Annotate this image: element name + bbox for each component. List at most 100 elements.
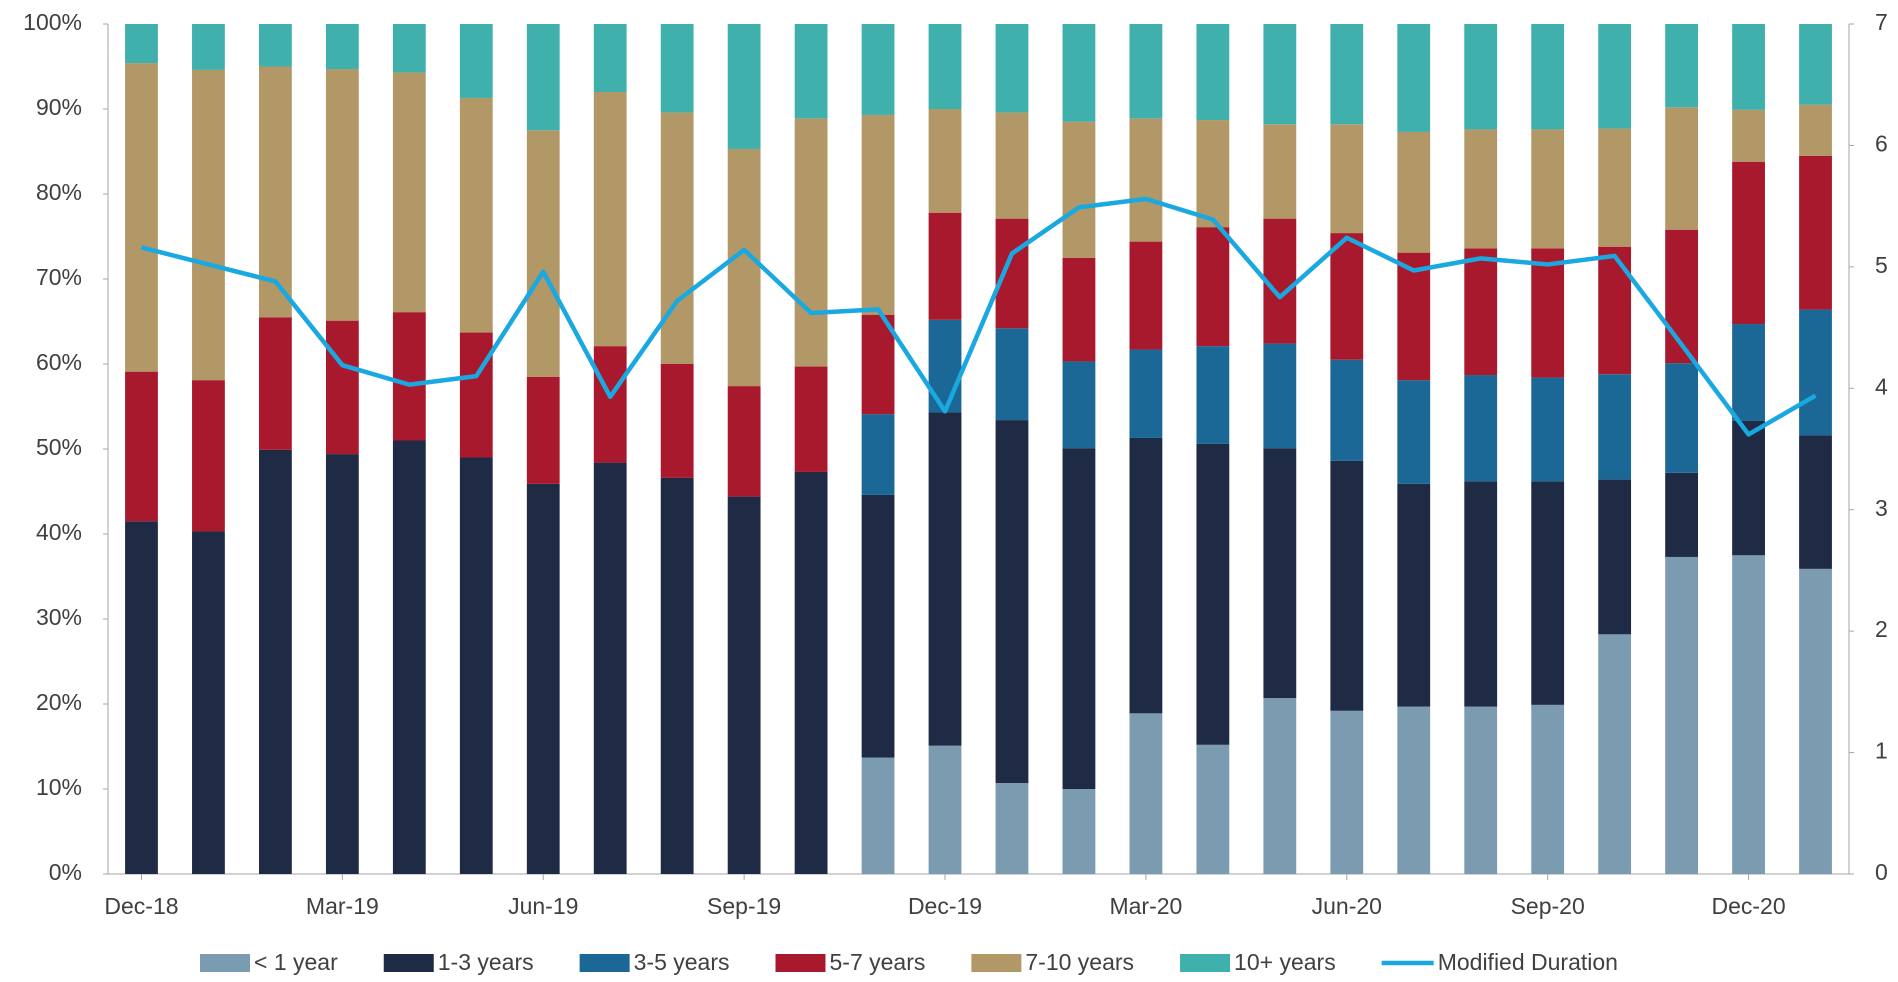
duration-line <box>140 196 1817 437</box>
bar-segment <box>1263 343 1297 449</box>
bar-segment <box>861 24 895 115</box>
y2-tick-label: 5 <box>1875 252 1888 278</box>
bar-segment <box>125 521 158 874</box>
legend-label: 1-3 years <box>438 949 534 975</box>
bar-segment <box>1732 109 1765 162</box>
bar-segment <box>1062 24 1096 122</box>
bar-segment <box>1062 789 1096 874</box>
bar-segment <box>928 212 962 320</box>
bar-segment <box>192 69 225 381</box>
bar-segment <box>125 24 158 64</box>
bar-segment <box>1464 375 1498 482</box>
bar-segment <box>258 449 292 874</box>
bar-segment <box>1263 24 1297 125</box>
bar-segment <box>1263 124 1297 219</box>
bar-segment <box>526 376 560 484</box>
bar-segment <box>995 112 1029 219</box>
bar-segment <box>593 24 627 92</box>
bar-segment <box>459 457 493 874</box>
y2-tick-label: 6 <box>1875 131 1888 157</box>
bar-segment <box>1464 129 1498 249</box>
bar-segment <box>192 531 225 874</box>
legend-swatch <box>579 954 630 972</box>
bar-segment <box>325 69 359 321</box>
y-tick-label: 70% <box>36 264 82 290</box>
bar-segment <box>1665 107 1699 230</box>
x-tick-label: Jun-20 <box>1312 893 1382 919</box>
bar-segment <box>1732 161 1765 325</box>
legend-label: 7-10 years <box>1025 949 1134 975</box>
bar-segment <box>1129 24 1163 119</box>
y-tick-label: 50% <box>36 434 82 460</box>
bar-segment <box>325 24 359 70</box>
bar-segment <box>325 320 359 455</box>
bar-segment <box>392 440 426 874</box>
bar-segment <box>1330 359 1364 461</box>
bar-segment <box>526 24 560 131</box>
bar-segment <box>392 72 426 313</box>
bar-segment <box>1799 24 1832 105</box>
bar-segment <box>1397 252 1431 381</box>
bar-segment <box>1397 483 1431 707</box>
bar-segment <box>1665 556 1699 874</box>
bar-segment <box>1598 24 1632 129</box>
bar-segment <box>861 114 895 315</box>
bar-segment <box>1196 346 1230 444</box>
y2-tick-label: 0 <box>1875 859 1888 885</box>
bar-segment <box>1062 448 1096 789</box>
bar-segment <box>1531 704 1565 874</box>
bar-segment <box>1665 472 1699 557</box>
legend-swatch <box>1180 954 1231 972</box>
y2-tick-label: 1 <box>1875 738 1888 764</box>
bar-segment <box>928 109 962 213</box>
bar-segment <box>1196 744 1230 874</box>
bar-segment <box>1799 104 1832 156</box>
legend-swatch <box>383 954 434 972</box>
bar-segment <box>392 24 426 73</box>
bar-segment <box>1598 374 1632 480</box>
y-tick-label: 100% <box>23 9 82 35</box>
bar-segment <box>995 783 1029 874</box>
legend-label: 5-7 years <box>830 949 926 975</box>
bar-segment <box>1196 24 1230 121</box>
bar-segment <box>1196 227 1230 347</box>
y-tick-label: 20% <box>36 689 82 715</box>
bar-segment <box>1598 246 1632 375</box>
bar-segment <box>1397 380 1431 484</box>
bar-segment <box>1330 124 1364 234</box>
y2-tick-label: 2 <box>1875 616 1888 642</box>
bar-segment <box>1129 349 1163 438</box>
bar-segment <box>1330 710 1364 874</box>
bar-segment <box>459 24 493 98</box>
x-tick-label: Sep-19 <box>707 893 781 919</box>
y-tick-label: 30% <box>36 604 82 630</box>
bar-segment <box>1732 324 1765 421</box>
bar-segment <box>995 328 1029 421</box>
bar-segment <box>1062 121 1096 258</box>
bar-segment <box>928 745 962 874</box>
legend-label: 3-5 years <box>634 949 730 975</box>
bar-segment <box>1531 24 1565 130</box>
bar-segment <box>325 454 359 874</box>
bar-segment <box>1330 233 1364 360</box>
bar-segment <box>1196 120 1230 228</box>
bar-segment <box>1531 129 1565 249</box>
x-tick-label: Sep-20 <box>1511 893 1585 919</box>
bar-segment <box>593 346 627 463</box>
bar-segment <box>1799 568 1832 874</box>
bar-segment <box>1330 460 1364 711</box>
bar-segment <box>1665 24 1699 108</box>
bar-segment <box>995 420 1029 784</box>
bar-segment <box>1129 118 1163 242</box>
bar-segment <box>1799 155 1832 310</box>
bar-segment <box>1531 377 1565 482</box>
bar-segment <box>1397 24 1431 132</box>
x-tick-label: Mar-19 <box>306 893 379 919</box>
bar-segment <box>526 483 560 874</box>
bar-segment <box>727 148 761 387</box>
y2-tick-label: 3 <box>1875 495 1888 521</box>
bar-segment <box>794 471 828 874</box>
bar-segment <box>727 386 761 497</box>
y-tick-label: 10% <box>36 774 82 800</box>
